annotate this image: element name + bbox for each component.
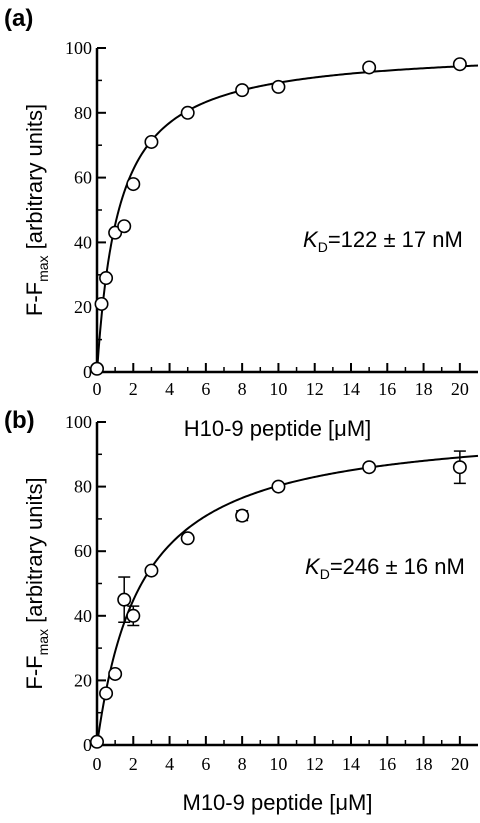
data-point <box>271 79 286 94</box>
x-tick-label: 20 <box>451 754 469 774</box>
data-point <box>235 508 250 523</box>
data-point <box>90 734 105 749</box>
x-tick-label: 20 <box>451 379 469 399</box>
x-tick-label: 8 <box>238 379 247 399</box>
x-tick-label: 16 <box>378 754 396 774</box>
x-tick-label: 18 <box>415 754 433 774</box>
data-point <box>126 608 141 623</box>
data-point <box>362 460 377 475</box>
data-point <box>99 686 114 701</box>
x-tick-label: 14 <box>342 754 360 774</box>
y-tick-label: 0 <box>83 735 92 755</box>
y-tick-label: 0 <box>83 362 92 382</box>
x-tick-label: 14 <box>342 379 360 399</box>
data-point <box>180 105 195 120</box>
x-tick-label: 8 <box>238 754 247 774</box>
data-point <box>94 296 109 311</box>
x-tick-label: 10 <box>269 754 287 774</box>
x-tick-label: 0 <box>93 754 102 774</box>
data-point <box>180 531 195 546</box>
data-point <box>117 219 132 234</box>
x-axis-label: H10-9 peptide [μM] <box>184 416 372 441</box>
data-point <box>90 361 105 376</box>
data-point <box>452 57 467 72</box>
x-tick-label: 0 <box>93 379 102 399</box>
x-tick-label: 6 <box>201 754 210 774</box>
x-tick-label: 6 <box>201 379 210 399</box>
x-tick-label: 2 <box>129 379 138 399</box>
chart-panel-b: (b) 0 20 40 60 80 100 0 2 4 6 8 10 12 14 16 18 20 KD=246 ±… <box>4 407 479 815</box>
fit-curve <box>96 454 479 746</box>
fit-curve <box>96 64 479 373</box>
data-point <box>144 134 159 149</box>
y-tick-label: 100 <box>65 38 92 58</box>
data-point <box>117 592 132 607</box>
kd-annotation: KD=246 ± 16 nM <box>305 554 465 582</box>
data-point <box>99 271 114 286</box>
data-point <box>235 83 250 98</box>
data-point <box>362 60 377 75</box>
panel-label: (b) <box>4 407 35 434</box>
y-tick-label: 60 <box>74 541 92 561</box>
panel-label: (a) <box>4 5 33 32</box>
data-point <box>452 460 467 475</box>
x-tick-label: 10 <box>269 379 287 399</box>
data-point <box>126 177 141 192</box>
y-axis-label: F-Fmax [arbitrary units] <box>22 477 51 689</box>
y-tick-label: 80 <box>74 103 92 123</box>
y-axis-label: F-Fmax [arbitrary units] <box>22 104 51 316</box>
data-point <box>108 666 123 681</box>
x-tick-label: 4 <box>165 379 174 399</box>
data-point <box>144 563 159 578</box>
x-axis-label: M10-9 peptide [μM] <box>183 790 373 815</box>
y-tick-label: 20 <box>74 297 92 317</box>
y-tick-label: 100 <box>65 412 92 432</box>
y-tick-label: 40 <box>74 232 92 252</box>
x-tick-label: 12 <box>306 379 324 399</box>
x-tick-label: 2 <box>129 754 138 774</box>
y-tick-label: 40 <box>74 606 92 626</box>
y-tick-label: 80 <box>74 477 92 497</box>
kd-annotation: KD=122 ± 17 nM <box>303 227 463 255</box>
y-tick-label: 20 <box>74 670 92 690</box>
x-tick-label: 18 <box>415 379 433 399</box>
x-tick-label: 16 <box>378 379 396 399</box>
y-tick-label: 60 <box>74 168 92 188</box>
x-tick-label: 4 <box>165 754 174 774</box>
data-point <box>271 479 286 494</box>
x-tick-label: 12 <box>306 754 324 774</box>
